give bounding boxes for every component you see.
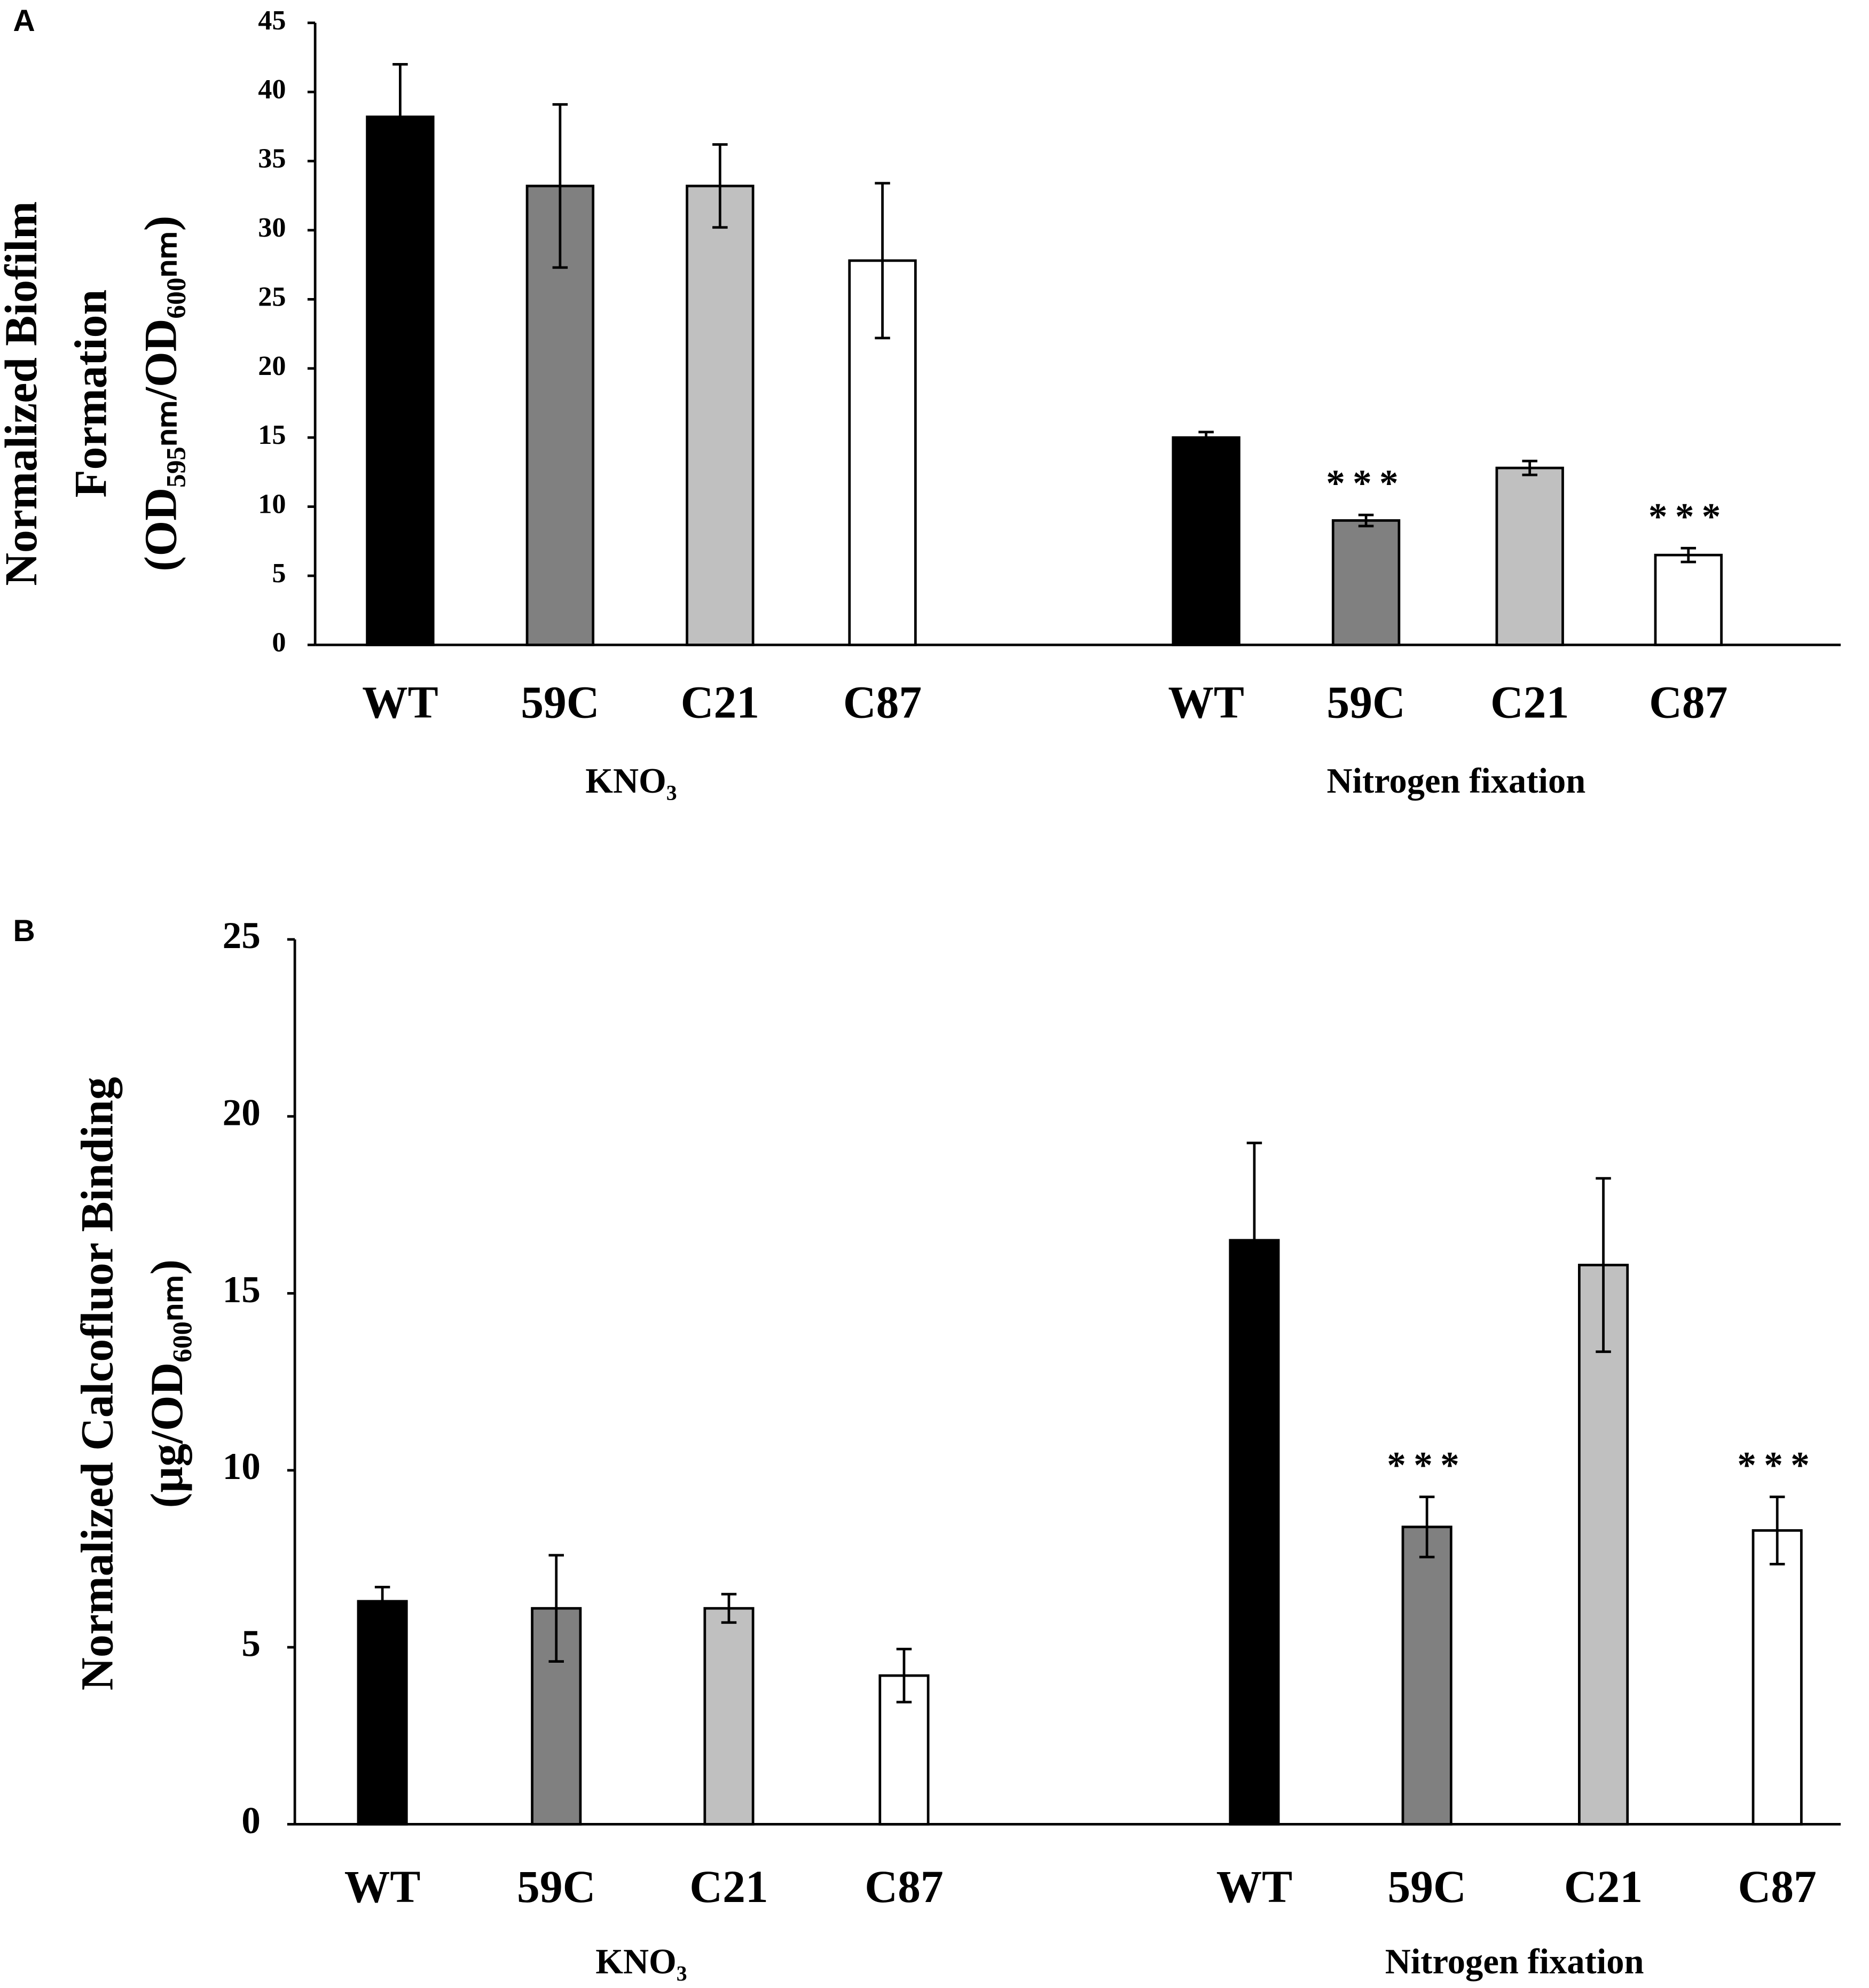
x-tick-label: C87: [865, 1861, 943, 1912]
panel-label: B: [13, 914, 35, 948]
bar: [366, 115, 435, 646]
y-tick-label: 25: [223, 914, 261, 957]
x-tick-label: C87: [1738, 1861, 1817, 1912]
bar: [1578, 1264, 1629, 1826]
y-tick-label: 25: [258, 281, 286, 312]
bar: [686, 184, 755, 646]
panel-label: A: [13, 4, 35, 38]
x-tick-label: 59C: [1388, 1861, 1466, 1912]
y-tick-label: 45: [258, 5, 286, 36]
y-tick-label: 35: [258, 143, 286, 174]
group-label: Nitrogen fixation: [1385, 1942, 1644, 1981]
y-tick-label: 5: [241, 1622, 261, 1664]
x-tick-label: WT: [362, 677, 438, 727]
y-axis-label: (OD₅₉₅ₙₘ/OD₆₀₀ₙₘ): [135, 216, 186, 572]
significance-label: ***: [1387, 1444, 1467, 1486]
y-tick-label: 0: [272, 627, 286, 658]
x-tick-label: 59C: [1326, 677, 1405, 727]
y-axis-label: Normalized Biofilm: [0, 201, 46, 586]
bar: [1752, 1529, 1803, 1826]
y-axis-label: Formation: [66, 289, 116, 498]
x-tick-label: C21: [689, 1861, 768, 1912]
y-tick-label: 10: [258, 489, 286, 520]
y-tick-label: 0: [241, 1799, 261, 1842]
y-axis-label: Normalized Calcofluor Binding: [72, 1077, 122, 1690]
x-tick-label: WT: [344, 1861, 421, 1912]
significance-label: ***: [1737, 1444, 1817, 1486]
group-label: KNO₃: [585, 762, 677, 801]
bar: [1172, 436, 1240, 646]
x-tick-label: C21: [1490, 677, 1569, 727]
y-tick-label: 15: [258, 419, 286, 450]
bar: [1401, 1525, 1452, 1826]
group-label: Nitrogen fixation: [1326, 762, 1585, 801]
y-tick-label: 10: [223, 1445, 261, 1488]
significance-label: ***: [1326, 462, 1406, 504]
y-tick-label: 20: [258, 350, 286, 381]
bar: [1495, 466, 1564, 646]
significance-label: ***: [1648, 495, 1729, 537]
bar: [1331, 519, 1401, 646]
x-tick-label: C21: [1564, 1861, 1643, 1912]
x-tick-label: C21: [681, 677, 759, 727]
group-label: KNO₃: [595, 1942, 687, 1981]
x-tick-label: WT: [1216, 1861, 1293, 1912]
y-tick-label: 30: [258, 212, 286, 243]
bar: [1654, 553, 1723, 646]
bar: [357, 1600, 408, 1826]
bar: [703, 1607, 755, 1826]
x-tick-label: C87: [1649, 677, 1727, 727]
x-tick-label: 59C: [521, 677, 599, 727]
x-tick-label: C87: [843, 677, 922, 727]
y-tick-label: 15: [223, 1269, 261, 1311]
y-tick-label: 20: [223, 1091, 261, 1133]
y-tick-label: 5: [272, 558, 286, 589]
y-axis-label: (µg/OD₆₀₀ₙₘ): [142, 1259, 192, 1508]
x-tick-label: 59C: [517, 1861, 595, 1912]
x-tick-label: WT: [1168, 677, 1244, 727]
y-tick-label: 40: [258, 74, 286, 105]
